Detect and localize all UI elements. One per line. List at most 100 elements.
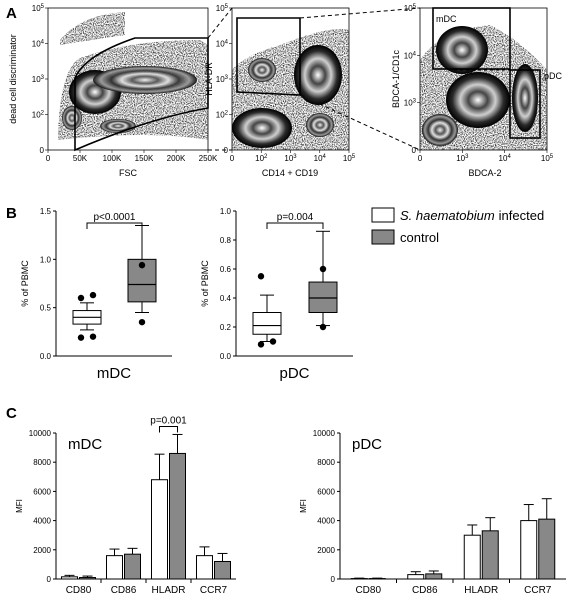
- gate-mdc-label: mDC: [436, 14, 457, 24]
- x-axis-label: FSC: [119, 168, 138, 178]
- outlier-point: [89, 291, 97, 299]
- panel-letter-a: A: [6, 5, 17, 22]
- density-blob: [62, 106, 82, 130]
- y-tick-label: 103: [216, 75, 229, 84]
- y-axis-label: BDCA-1/CD1c: [391, 49, 401, 108]
- y-tick-label: 103: [404, 99, 417, 108]
- category-label: HLADR: [152, 585, 186, 596]
- x-tick-label: 0: [230, 154, 235, 163]
- gate-pdc-label: pDC: [544, 71, 563, 81]
- x-tick-label: 103: [456, 154, 469, 163]
- legend: S. haematobium infected control: [371, 207, 544, 245]
- y-tick-label: 104: [216, 40, 229, 49]
- x-tick-label: 250K: [199, 154, 218, 163]
- bar: [425, 573, 443, 580]
- y-tick-label: 6000: [33, 487, 51, 496]
- density-blob: [248, 58, 276, 82]
- y-tick-label: 8000: [33, 458, 51, 467]
- legend-swatch-control: [371, 229, 395, 245]
- flow-plot-fsc: 0 50K 100K 150K 200K 250K 0 102 103 104 105 FSC d…: [8, 4, 218, 178]
- density-blob: [232, 108, 292, 148]
- y-axis-label: HLA-DR: [204, 62, 214, 96]
- bar: [79, 577, 96, 580]
- bar-chart-pdc: 0 2000 4000 6000 8000 10000 MFI pDC CD80 CD86 HLAD…: [299, 429, 566, 596]
- outlier-point: [138, 318, 146, 326]
- y-tick-label: 0.6: [220, 265, 232, 274]
- x-tick-label: 50K: [73, 154, 88, 163]
- x-tick-label: 100K: [103, 154, 122, 163]
- bar: [169, 452, 186, 580]
- outlier-point: [257, 341, 265, 348]
- panel-letter-c: C: [6, 405, 17, 422]
- x-tick-label: 105: [541, 154, 554, 163]
- y-tick-label: 0: [412, 146, 417, 155]
- significance-bracket: [266, 222, 324, 229]
- y-tick-label: 104: [404, 51, 417, 60]
- y-tick-label: 105: [404, 4, 417, 13]
- y-tick-label: 6000: [317, 487, 335, 496]
- density-blob: [306, 113, 334, 137]
- outlier-point: [257, 273, 265, 280]
- legend-swatch-infected: [371, 207, 395, 223]
- density-blob: [294, 45, 342, 105]
- y-ticks: 0 102 103 104 105: [216, 4, 232, 155]
- category-label: CD86: [412, 585, 438, 596]
- y-tick-label: 1.0: [220, 207, 232, 216]
- x-tick-label: 105: [343, 154, 356, 163]
- gate-pdc: [509, 69, 541, 139]
- outlier-point: [77, 334, 85, 341]
- bar: [214, 560, 231, 580]
- y-axis-label: dead cell discriminator: [8, 34, 18, 124]
- bar: [481, 530, 499, 580]
- p-value-label: p=0.004: [277, 212, 314, 223]
- bar-chart-mdc: 0 2000 4000 6000 8000 10000 MFI mDC CD80 CD86 HLAD…: [15, 415, 236, 596]
- significance-bracket: [86, 222, 143, 229]
- density-cloud: [60, 12, 125, 45]
- y-ticks: 0 103 104 105: [404, 4, 420, 155]
- outlier-point: [89, 333, 97, 340]
- bar: [151, 479, 168, 580]
- flow-plot-bdca: mDC pDC 0 103 104 105 0 103 104 105 BDCA-2 BDC…: [391, 4, 563, 178]
- x-ticks: 0 102 103 104 105: [230, 150, 356, 163]
- x-axis-label: pDC: [279, 365, 309, 382]
- y-tick-label: 0: [331, 575, 336, 584]
- x-tick-label: 0: [418, 154, 423, 163]
- density-blob: [100, 119, 136, 133]
- density-blob: [512, 64, 538, 132]
- y-axis-label: MFI: [15, 499, 24, 513]
- x-tick-label: 102: [255, 154, 268, 163]
- y-tick-label: 0.0: [220, 352, 232, 361]
- p-value-label: p<0.0001: [94, 212, 136, 223]
- category-label: CD80: [355, 585, 381, 596]
- legend-label-infected: S. haematobium infected: [400, 208, 544, 223]
- y-tick-label: 0: [47, 575, 52, 584]
- box-plot-pdc: 0.0 0.2 0.4 0.6 0.8 1.0 % of PBMC pDC p=0.004: [200, 207, 353, 382]
- gate-polygon: [236, 17, 301, 96]
- y-tick-label: 102: [32, 111, 45, 120]
- y-tick-label: 4000: [317, 517, 335, 526]
- x-ticks: 0 50K 100K 150K 200K 250K: [46, 150, 218, 163]
- density-blob: [446, 72, 510, 128]
- y-tick-label: 2000: [317, 546, 335, 555]
- gate-mdc: [432, 7, 511, 70]
- y-tick-label: 10000: [313, 429, 336, 438]
- y-tick-label: 0.8: [220, 236, 232, 245]
- y-tick-label: 1.5: [40, 207, 52, 216]
- y-axis-label: % of PBMC: [200, 260, 210, 307]
- bar: [106, 555, 123, 580]
- x-tick-label: 200K: [167, 154, 186, 163]
- y-tick-label: 102: [216, 111, 229, 120]
- bar: [520, 520, 538, 580]
- y-tick-label: 0: [40, 146, 45, 155]
- box: [308, 281, 338, 313]
- chart-title: mDC: [68, 436, 102, 453]
- y-tick-label: 104: [32, 40, 45, 49]
- y-tick-label: 105: [216, 4, 229, 13]
- chart-title: pDC: [352, 436, 382, 453]
- panel-letter-b: B: [6, 205, 17, 222]
- outlier-point: [77, 294, 85, 302]
- y-tick-label: 103: [32, 75, 45, 84]
- x-axis-label: BDCA-2: [468, 168, 501, 178]
